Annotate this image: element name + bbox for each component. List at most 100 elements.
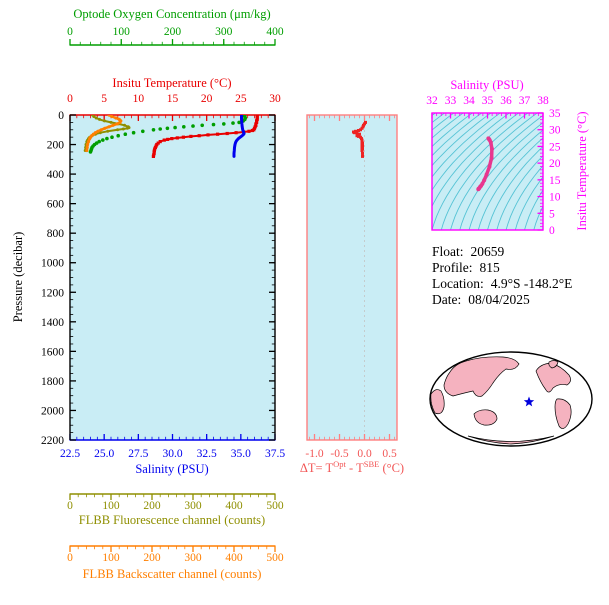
svg-text:-1.0: -1.0 [305, 448, 323, 460]
backscatter-axis: 0 100 200 300 400 500 [67, 545, 284, 564]
svg-text:0: 0 [67, 93, 73, 105]
salinity-axis: 22.5 25.0 27.5 30.0 32.5 35.0 37.5 [60, 434, 285, 460]
svg-text:35: 35 [482, 95, 494, 107]
delta-title-part: (°C) [379, 461, 404, 475]
delta-x-axis: -1.0 -0.5 0.0 0.5 [305, 115, 397, 460]
svg-text:1400: 1400 [41, 317, 64, 329]
delta-t-axis-title: ΔT= TOpt - TSBE (°C) [300, 459, 404, 475]
svg-text:1600: 1600 [41, 346, 64, 358]
svg-text:1000: 1000 [41, 258, 64, 270]
landmasses [430, 356, 572, 445]
svg-text:32: 32 [426, 95, 438, 107]
svg-text:25.0: 25.0 [94, 448, 114, 460]
ts-axes: 32 33 34 35 36 37 38 0 5 10 15 20 25 30 35 [426, 95, 561, 237]
world-map [429, 351, 593, 447]
oxygen-axis-title: Optode Oxygen Concentration (μm/kg) [73, 7, 270, 21]
svg-text:33: 33 [445, 95, 457, 107]
svg-text:2000: 2000 [41, 405, 64, 417]
svg-text:100: 100 [113, 26, 131, 38]
svg-text:22.5: 22.5 [60, 448, 80, 460]
delta-title-part: - T [346, 461, 364, 475]
svg-text:800: 800 [47, 228, 65, 240]
series-backscatter [85, 115, 123, 153]
svg-text:1800: 1800 [41, 376, 64, 388]
svg-text:5: 5 [549, 208, 555, 220]
svg-text:400: 400 [266, 26, 284, 38]
info-location-value: 4.9°S -148.2°E [491, 276, 573, 291]
delta-title-part: ΔT= T [300, 461, 334, 475]
fluorescence-axis-title: FLBB Fluorescence channel (counts) [79, 513, 265, 527]
temperature-axis: 0 5 10 15 20 25 30 [67, 93, 281, 121]
svg-text:34: 34 [463, 95, 475, 107]
info-float-line: Float: 20659 [432, 244, 505, 259]
svg-text:100: 100 [102, 552, 120, 564]
svg-text:30: 30 [549, 125, 561, 137]
svg-text:1200: 1200 [41, 287, 64, 299]
info-location-line: Location: 4.9°S -148.2°E [432, 276, 572, 291]
info-profile-line: Profile: 815 [432, 260, 500, 275]
svg-text:500: 500 [266, 500, 284, 512]
float-location-star-icon [523, 396, 535, 407]
svg-text:30.0: 30.0 [162, 448, 182, 460]
svg-text:0.5: 0.5 [382, 448, 397, 460]
svg-text:0: 0 [549, 225, 555, 237]
svg-text:200: 200 [47, 140, 65, 152]
ts-temperature-axis-title: Insitu Temperature (°C) [575, 111, 589, 230]
svg-text:200: 200 [143, 500, 161, 512]
svg-text:400: 400 [225, 500, 243, 512]
svg-text:32.5: 32.5 [197, 448, 217, 460]
svg-text:15: 15 [167, 93, 179, 105]
pressure-axis: 0 200 400 600 800 1000 1200 1400 1600 1800 2000 220… [41, 110, 276, 447]
svg-text:10: 10 [549, 192, 561, 204]
backscatter-axis-title: FLBB Backscatter channel (counts) [83, 567, 262, 581]
fluorescence-axis: 0 100 200 300 400 500 [67, 493, 284, 512]
ts-diagram-plot: 32 33 34 35 36 37 38 0 5 10 15 20 25 30 35 [426, 95, 561, 237]
svg-text:300: 300 [184, 500, 202, 512]
svg-text:37: 37 [519, 95, 531, 107]
info-location-label: Location: [432, 276, 484, 291]
svg-text:100: 100 [102, 500, 120, 512]
svg-text:0.0: 0.0 [357, 448, 372, 460]
series-oxygen [88, 115, 248, 154]
temperature-axis-title: Insitu Temperature (°C) [112, 76, 231, 90]
svg-text:400: 400 [225, 552, 243, 564]
svg-text:35: 35 [549, 108, 561, 120]
svg-text:36: 36 [500, 95, 512, 107]
series-ts-curve [476, 136, 494, 192]
info-profile-value: 815 [480, 260, 501, 275]
info-date-line: Date: 08/04/2025 [432, 292, 530, 307]
svg-text:37.5: 37.5 [265, 448, 285, 460]
svg-text:35.0: 35.0 [231, 448, 251, 460]
svg-text:30: 30 [269, 93, 281, 105]
series-salinity [232, 115, 246, 158]
svg-text:0: 0 [58, 110, 64, 122]
salinity-axis-title: Salinity (PSU) [135, 462, 208, 476]
svg-text:500: 500 [266, 552, 284, 564]
svg-text:20: 20 [549, 158, 561, 170]
svg-text:38: 38 [537, 95, 549, 107]
svg-text:20: 20 [201, 93, 213, 105]
svg-text:200: 200 [164, 26, 182, 38]
info-float-label: Float: [432, 244, 464, 259]
pressure-axis-title: Pressure (decibar) [11, 232, 25, 323]
svg-text:300: 300 [215, 26, 233, 38]
delta-t-plot: -1.0 -0.5 0.0 0.5 [305, 114, 398, 460]
delta-title-superscript: SBE [364, 459, 380, 469]
svg-text:5: 5 [101, 93, 107, 105]
profile-series [83, 115, 259, 158]
ts-salinity-axis-title: Salinity (PSU) [450, 78, 523, 92]
svg-text:2200: 2200 [41, 435, 64, 447]
svg-text:0: 0 [67, 552, 73, 564]
info-date-value: 08/04/2025 [468, 292, 530, 307]
delta-title-superscript: Opt [333, 459, 346, 469]
svg-text:0: 0 [67, 26, 73, 38]
svg-text:25: 25 [235, 93, 247, 105]
svg-text:300: 300 [184, 552, 202, 564]
svg-text:10: 10 [133, 93, 145, 105]
svg-text:400: 400 [47, 169, 65, 181]
svg-text:15: 15 [549, 175, 561, 187]
oxygen-axis: 0 100 200 300 400 [67, 26, 284, 46]
info-profile-label: Profile: [432, 260, 473, 275]
series-delta-t [352, 120, 367, 158]
